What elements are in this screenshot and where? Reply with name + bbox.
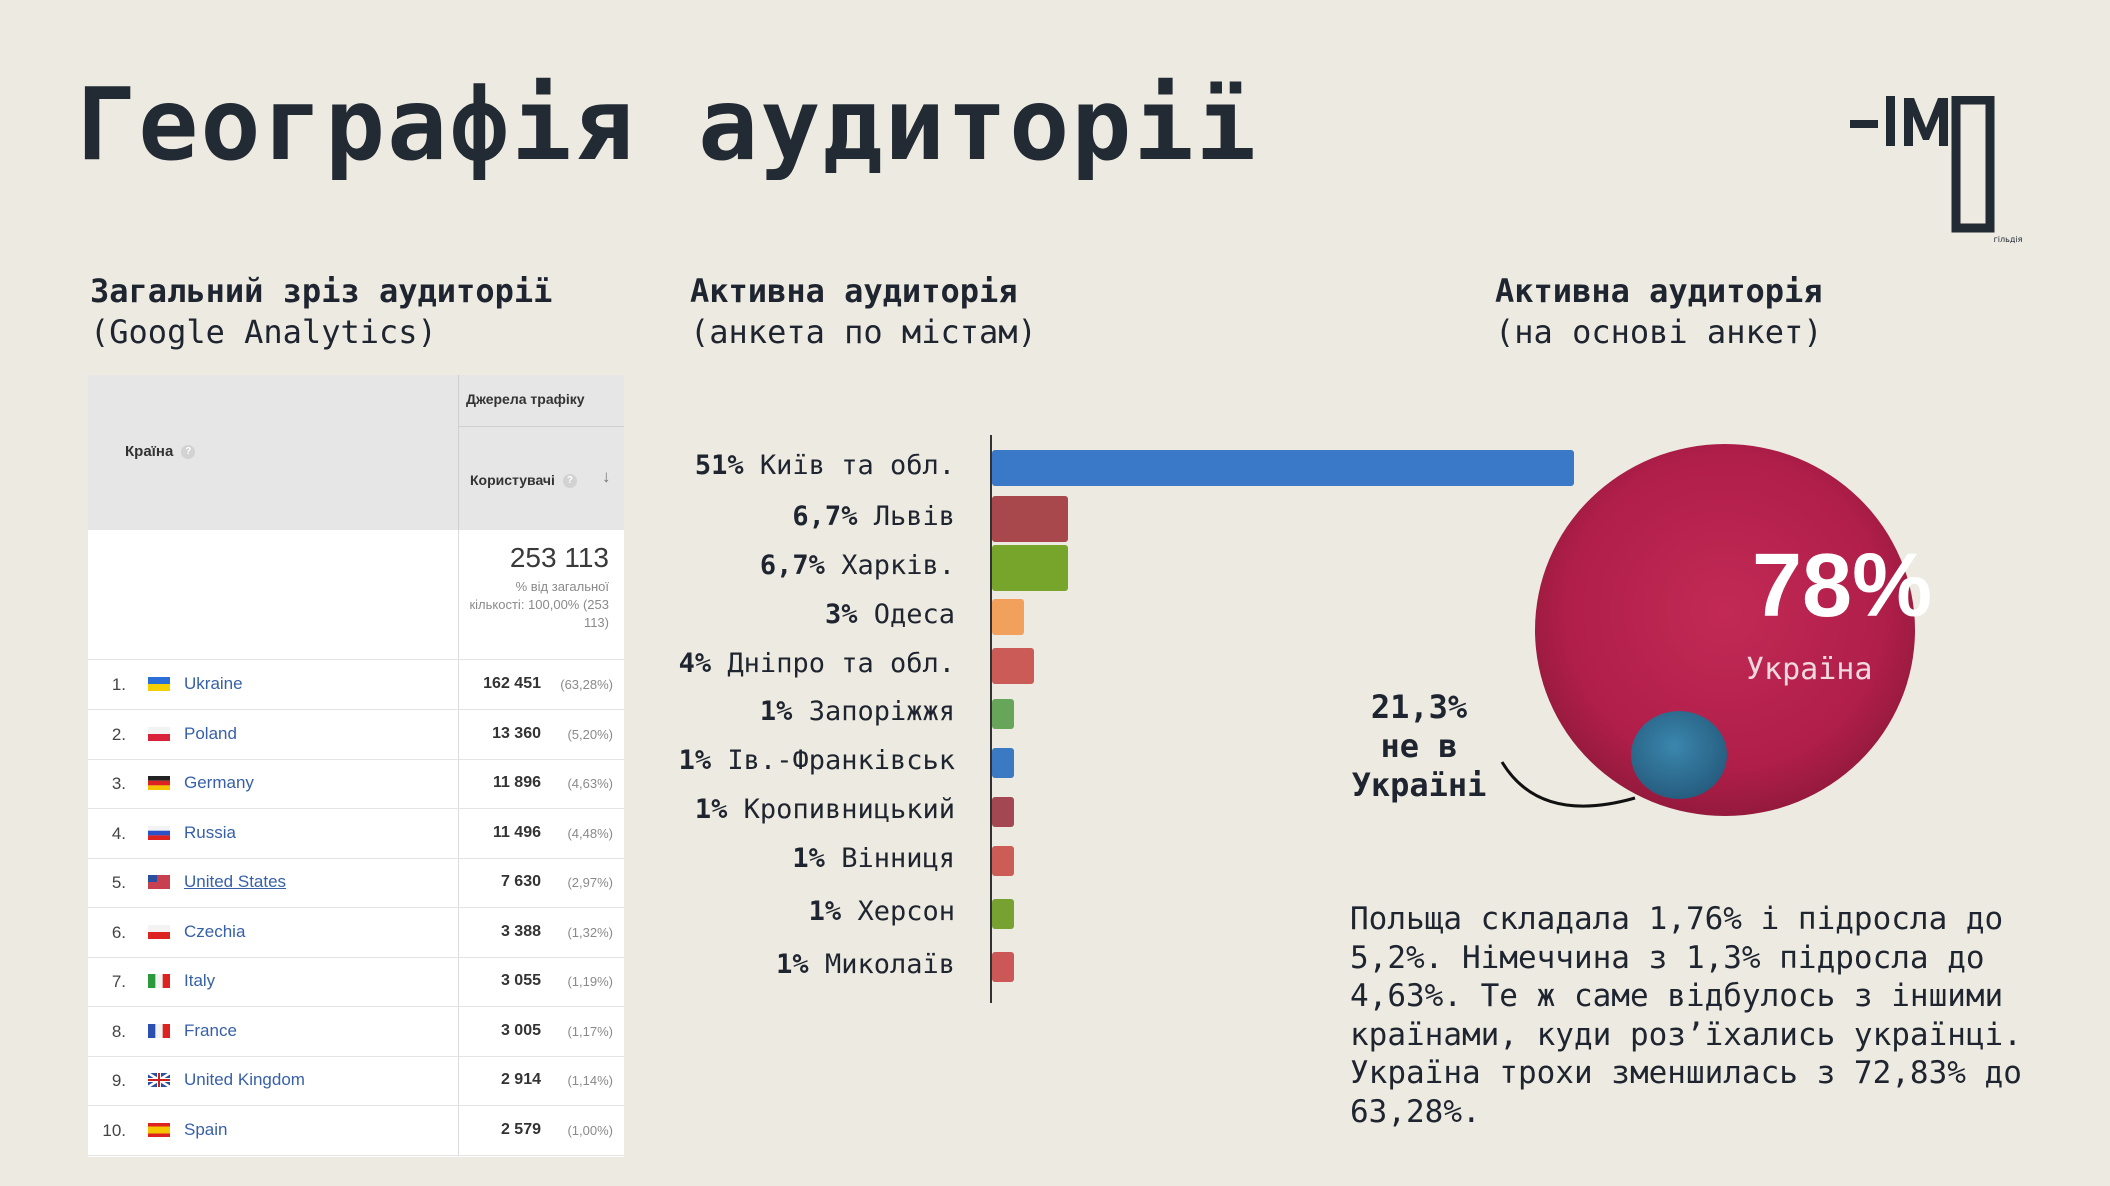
table-row: 6. Czechia 3 388 (1,32%) (88, 907, 624, 958)
table-row: 4. Russia 11 496 (4,48%) (88, 808, 624, 859)
analytics-table: Країна? Джерела трафіку Користувачі? ↓ 2… (88, 375, 624, 1157)
bar (992, 545, 1069, 591)
users-percent: (1,14%) (567, 1073, 613, 1088)
bar (992, 952, 1014, 982)
svg-text:гільдія: гільдія (1994, 235, 2023, 244)
bar-label: 1% Запоріжжя (759, 696, 955, 727)
bar (992, 599, 1024, 635)
bar (992, 648, 1035, 684)
users-value: 2 914 (500, 1071, 541, 1088)
bar (992, 748, 1014, 778)
row-index: 3. (111, 774, 126, 793)
logo: гільдія (1850, 95, 2036, 246)
users-value: 3 388 (500, 922, 541, 940)
users-percent: (1,32%) (567, 924, 613, 940)
row-index: 6. (111, 922, 126, 942)
country-link[interactable]: Ukraine (184, 674, 243, 693)
bar-label: 1% Вінниця (792, 843, 955, 874)
bar-label: 6,7% Харків. (759, 550, 955, 581)
users-value: 2 579 (500, 1120, 541, 1138)
country-link[interactable]: United Kingdom (184, 1070, 305, 1089)
bar (992, 450, 1574, 486)
country-link[interactable]: Germany (184, 773, 254, 792)
users-value: 162 451 (483, 675, 541, 692)
country-link[interactable]: Czechia (184, 921, 246, 941)
survey-heading: Активна аудиторія (на основі анкет) (1495, 272, 1823, 351)
bar-label: 1% Кропивницький (694, 794, 955, 825)
abroad-label: 21,3% не в Україні (1351, 688, 1487, 804)
row-index: 4. (111, 823, 126, 843)
table-row: 5. United States 7 630 (2,97%) (88, 858, 624, 908)
users-value: 11 896 (492, 774, 541, 791)
total-cell: 253 113 % від загальної кількості: 100,0… (458, 530, 625, 660)
help-icon[interactable]: ? (562, 474, 577, 489)
users-value: 11 496 (492, 823, 541, 841)
users-percent: (1,17%) (567, 1023, 613, 1039)
cities-heading: Активна аудиторія (анкета по містам) (690, 272, 1037, 351)
users-value: 7 630 (500, 873, 541, 890)
country-link[interactable]: United States (184, 872, 287, 891)
row-index: 2. (111, 724, 126, 744)
sort-desc-icon[interactable]: ↓ (602, 467, 611, 486)
users-percent: (1,19%) (567, 974, 613, 989)
users-percent: (5,20%) (567, 726, 613, 742)
users-percent: (2,97%) (567, 875, 613, 890)
table-row: 2. Poland 13 360 (5,20%) (88, 709, 624, 760)
table-row: 7. Italy 3 055 (1,19%) (88, 957, 624, 1007)
bar-label: 6,7% Львів (792, 501, 955, 532)
column-group-traffic: Джерела трафіку (466, 391, 585, 407)
users-percent: (4,63%) (567, 776, 613, 791)
chart-axis (990, 435, 992, 1003)
users-value: 3 005 (500, 1021, 541, 1039)
country-share-chart (1500, 444, 1915, 816)
bar-label: 1% Миколаїв (776, 949, 955, 980)
row-index: 5. (111, 873, 126, 892)
bar (992, 496, 1069, 542)
row-index: 1. (111, 675, 126, 694)
column-users[interactable]: Користувачі? (470, 472, 577, 489)
table-row: 10. Spain 2 579 (1,00%) (88, 1105, 624, 1156)
row-index: 9. (111, 1071, 126, 1090)
help-icon[interactable]: ? (181, 445, 196, 460)
bar (992, 899, 1014, 929)
users-percent: (1,00%) (567, 1122, 613, 1138)
table-row: 9. United Kingdom 2 914 (1,14%) (88, 1056, 624, 1106)
analytics-heading: Загальний зріз аудиторії (Google Analyti… (90, 272, 553, 351)
users-percent: (63,28%) (560, 677, 613, 692)
bar-label: 3% Одеса (824, 599, 955, 630)
row-index: 7. (111, 972, 126, 991)
users-value: 3 055 (500, 972, 541, 989)
summary-paragraph: Польща складала 1,76% і підросла до 5,2%… (1350, 901, 2022, 1130)
table-header: Країна? Джерела трафіку Користувачі? ↓ (88, 375, 624, 530)
country-link[interactable]: Russia (184, 822, 236, 842)
abroad-circle (1631, 711, 1727, 799)
page-title: Географія аудиторії (76, 66, 1258, 183)
country-link[interactable]: Spain (184, 1119, 228, 1139)
ukraine-label: Україна (1746, 652, 1873, 687)
total-users: 253 113 (509, 542, 609, 573)
country-link[interactable]: France (184, 1020, 237, 1040)
row-index: 8. (111, 1021, 126, 1041)
table-row: 1. Ukraine 162 451 (63,28%) (88, 660, 624, 710)
country-link[interactable]: Poland (184, 723, 237, 743)
ukraine-circle (1535, 444, 1915, 816)
ukraine-pct: 78% (1752, 536, 1933, 636)
table-row: 3. Germany 11 896 (4,63%) (88, 759, 624, 809)
total-note: % від загальної кількості: 100,00% (253 … (469, 579, 609, 630)
users-value: 13 360 (492, 724, 541, 742)
bar-label: 51% Київ та обл. (694, 450, 955, 481)
bar-label: 4% Дніпро та обл. (678, 648, 955, 679)
bar (992, 797, 1014, 827)
column-country[interactable]: Країна? (125, 443, 196, 460)
users-percent: (4,48%) (567, 825, 613, 841)
callout-line (1500, 761, 1636, 808)
table-row: 8. France 3 005 (1,17%) (88, 1006, 624, 1057)
country-link[interactable]: Italy (184, 971, 216, 990)
bar (992, 846, 1014, 876)
row-index: 10. (102, 1120, 126, 1140)
bar (992, 699, 1014, 729)
bar-label: 1% Херсон (808, 896, 955, 927)
bar-label: 1% Ів.-Франківськ (678, 745, 955, 776)
